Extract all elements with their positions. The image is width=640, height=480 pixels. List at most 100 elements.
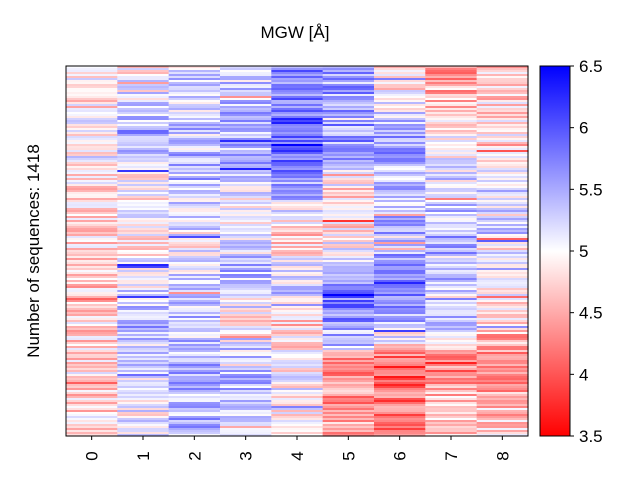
heatmap-cell (220, 92, 272, 95)
heatmap-cell (271, 212, 324, 215)
heatmap-cell (168, 388, 221, 391)
heatmap-cell (476, 224, 529, 227)
heatmap-cell (220, 228, 272, 231)
heatmap-cell (374, 310, 426, 313)
heatmap-cell (66, 230, 118, 233)
heatmap-cell (117, 396, 170, 399)
heatmap-cell (271, 222, 324, 225)
heatmap-cell (476, 272, 529, 275)
heatmap-cell (117, 244, 170, 247)
heatmap-cell (322, 114, 375, 117)
heatmap-cell (117, 292, 170, 295)
heatmap-cell (476, 76, 529, 79)
heatmap-cell (476, 66, 529, 69)
heatmap-cell (322, 132, 375, 135)
heatmap-cell (476, 208, 529, 211)
heatmap-cell (425, 366, 478, 369)
x-tick-label: 8 (493, 451, 512, 460)
heatmap-cell (168, 264, 221, 267)
heatmap-cell (374, 202, 426, 205)
heatmap-cell (168, 210, 221, 213)
heatmap-cell (425, 224, 478, 227)
heatmap-cell (374, 292, 426, 295)
heatmap-cell (425, 336, 478, 339)
heatmap-cell (117, 400, 170, 403)
heatmap-cell (476, 206, 529, 209)
heatmap-cell (220, 100, 272, 103)
heatmap-cell (322, 376, 375, 379)
heatmap-cell (271, 294, 324, 297)
heatmap-cell (425, 250, 478, 253)
heatmap-cell (374, 272, 426, 275)
heatmap-cell (220, 286, 272, 289)
heatmap-cell (476, 434, 529, 437)
heatmap-cell (425, 278, 478, 281)
heatmap-cell (374, 378, 426, 381)
heatmap-cell (322, 390, 375, 393)
heatmap-cell (322, 188, 375, 191)
heatmap-cell (220, 106, 272, 109)
heatmap-cell (66, 332, 118, 335)
heatmap-cell (322, 386, 375, 389)
heatmap-cell (271, 284, 324, 287)
heatmap-cell (117, 354, 170, 357)
heatmap-cell (117, 162, 170, 165)
heatmap-cell (66, 368, 118, 371)
heatmap-cell (220, 152, 272, 155)
heatmap-cell (476, 300, 529, 303)
heatmap-cell (425, 350, 478, 353)
heatmap-cell (220, 70, 272, 73)
heatmap-cell (220, 84, 272, 87)
heatmap-cell (271, 328, 324, 331)
heatmap-cell (168, 112, 221, 115)
heatmap-cell (117, 368, 170, 371)
heatmap-cell (168, 192, 221, 195)
heatmap-cell (220, 178, 272, 181)
heatmap-cell (168, 196, 221, 199)
heatmap-cell (66, 226, 118, 229)
heatmap-cell (271, 108, 324, 111)
heatmap-cell (425, 150, 478, 153)
heatmap-cell (476, 350, 529, 353)
heatmap-cell (168, 168, 221, 171)
heatmap-cell (476, 148, 529, 151)
heatmap-cell (168, 80, 221, 83)
heatmap-cell (66, 434, 118, 437)
heatmap-cell (374, 156, 426, 159)
heatmap-cell (66, 236, 118, 239)
heatmap-cell (476, 374, 529, 377)
heatmap-cell (168, 288, 221, 291)
heatmap-cell (425, 414, 478, 417)
heatmap-cell (66, 278, 118, 281)
heatmap-cell (271, 148, 324, 151)
heatmap-cell (425, 260, 478, 263)
heatmap-cell (220, 222, 272, 225)
heatmap-cell (322, 294, 375, 297)
heatmap-cell (322, 224, 375, 227)
heatmap-cell (425, 386, 478, 389)
heatmap-cell (117, 226, 170, 229)
x-tick-label: 2 (185, 451, 204, 460)
heatmap-cell (168, 282, 221, 285)
heatmap-cell (374, 68, 426, 71)
heatmap-cell (117, 422, 170, 425)
heatmap-cell (425, 170, 478, 173)
heatmap-cell (476, 288, 529, 291)
heatmap-cell (220, 332, 272, 335)
heatmap-cell (117, 134, 170, 137)
heatmap-cell (374, 254, 426, 257)
heatmap-cell (322, 116, 375, 119)
heatmap-cell (374, 152, 426, 155)
heatmap-cell (220, 72, 272, 75)
colorbar-tick-label: 6.5 (579, 57, 603, 76)
heatmap-cell (168, 328, 221, 331)
heatmap-cell (66, 170, 118, 173)
heatmap-cell (271, 404, 324, 407)
heatmap-cell (425, 174, 478, 177)
heatmap-cell (66, 228, 118, 231)
heatmap-cell (374, 250, 426, 253)
heatmap-cell (476, 372, 529, 375)
heatmap-cell (66, 68, 118, 71)
heatmap-cell (374, 252, 426, 255)
